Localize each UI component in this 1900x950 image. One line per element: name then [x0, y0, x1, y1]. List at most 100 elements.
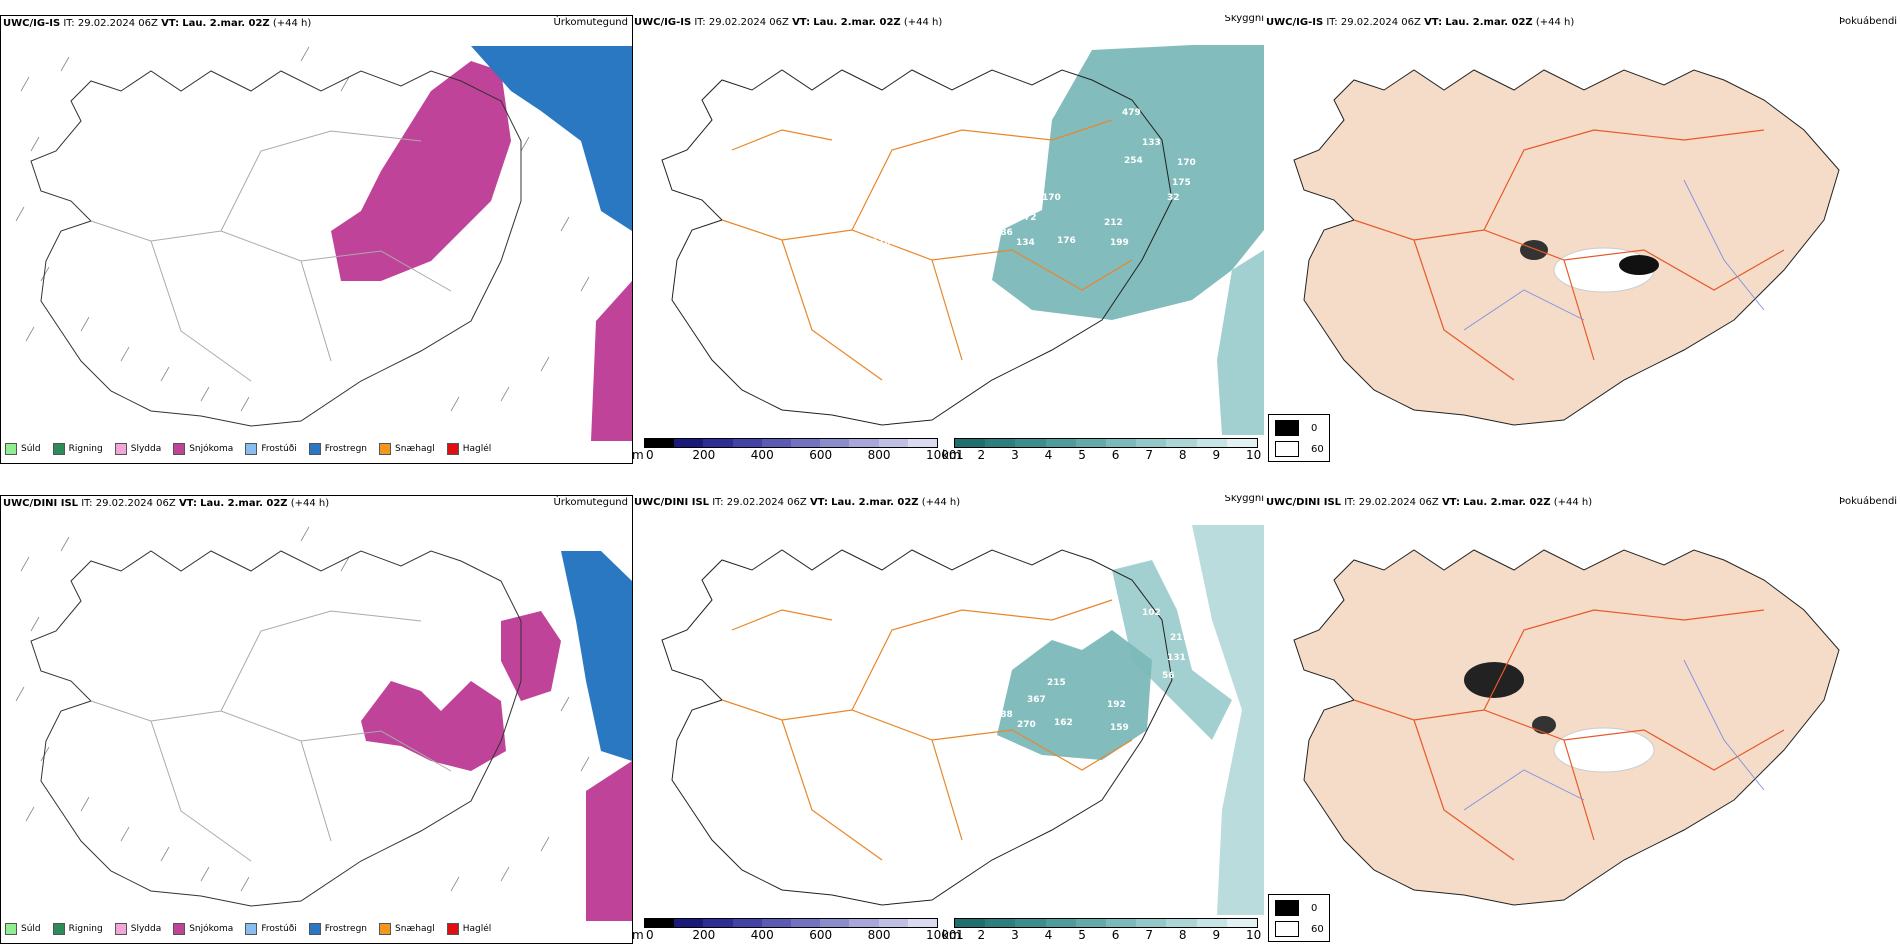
colorbar-cell	[1136, 919, 1167, 927]
colorbar-cell	[849, 439, 879, 447]
colorbar-cell	[1166, 439, 1197, 447]
colorbar-cell	[674, 919, 704, 927]
roads	[1353, 129, 1785, 381]
colorbar-cell	[820, 919, 850, 927]
colorbar-cell	[732, 919, 762, 927]
colorbar-cells	[954, 438, 1258, 448]
panel-title: Þokuábendi	[1839, 496, 1898, 507]
model-name: UWC/DINI ISL	[3, 498, 79, 509]
vis-label: 72	[1024, 213, 1037, 223]
vis-label: 215	[1047, 678, 1066, 688]
colorbar-tick-label: 3	[1011, 448, 1019, 462]
colorbar-cell	[1015, 919, 1046, 927]
colorbar-cell	[1045, 919, 1076, 927]
iceland-land	[1293, 69, 1840, 426]
colorbar-tick-label: 600	[809, 928, 833, 942]
vis-label: 178	[945, 703, 964, 713]
vis-label: 479	[1122, 108, 1141, 118]
freezing-rain-area	[561, 551, 632, 761]
model-name: UWC/IG-IS	[634, 17, 692, 28]
legend-item: Snæhagl	[379, 443, 435, 455]
visibility-colorbar: km 1 2 3 4 5 6 7 8 9 10	[942, 438, 1262, 462]
colorbar-tick-label: 8	[1178, 928, 1187, 942]
panel-header: UWC/DINI ISL IT: 29.02.2024 06Z VT: Lau.…	[634, 497, 961, 508]
colorbar-cell	[849, 919, 879, 927]
legend-item: Súld	[5, 443, 41, 455]
lead-time: (+44 h)	[272, 18, 312, 29]
colorbar-tick-label: 1	[956, 448, 964, 462]
vis-label: 32	[1167, 193, 1180, 203]
colorbar-cells	[644, 918, 938, 928]
colorbar-unit: km	[942, 928, 961, 942]
vis-label: 170	[1177, 158, 1196, 168]
freezing-rain-area	[471, 46, 632, 231]
panel-header: UWC/IG-IS IT: 29.02.2024 06Z VT: Lau. 2.…	[3, 18, 312, 29]
colorbar-unit: m	[632, 448, 644, 462]
colorbar-tick-label: 9	[1212, 928, 1221, 942]
low-visibility-streak	[1192, 525, 1264, 915]
roads	[721, 119, 1133, 381]
legend-item: Frostregn	[308, 923, 367, 935]
roads	[1353, 609, 1785, 861]
snow-area-north	[501, 611, 561, 701]
low-visibility-area	[992, 45, 1264, 320]
legend-item: Slydda	[114, 443, 161, 455]
vis-label: 270	[1017, 720, 1036, 730]
rivers	[1463, 659, 1765, 811]
vis-label: 166	[942, 223, 961, 233]
visibility-panel-row2: UWC/DINI ISL IT: 29.02.2024 06Z VT: Lau.…	[632, 495, 1264, 942]
iceland-visibility-map: 479 133 254 170 175 32 170 212 72 286 13…	[661, 45, 1264, 435]
precip-panel-row2: UWC/DINI ISL IT: 29.02.2024 06Z VT: Lau.…	[0, 495, 633, 944]
legend-item: Frostregn	[308, 443, 367, 455]
colorbar-tick-label: 800	[867, 928, 891, 942]
vis-label: 217	[1170, 633, 1189, 643]
colorbar-cell	[907, 919, 937, 927]
low-visibility-northeast	[1112, 560, 1232, 740]
precip-legend: Súld Rigning Slydda Snjókoma Frostúði Fr…	[5, 443, 491, 455]
visibility-colorbar: km 1 2 3 4 5 6 7 8 9 10	[942, 918, 1262, 942]
precip-panel-row1: UWC/IG-IS IT: 29.02.2024 06Z VT: Lau. 2.…	[0, 15, 633, 464]
colorbar-cell	[645, 439, 675, 447]
colorbar-tick-label: 0	[646, 448, 654, 462]
iceland-precip-map	[15, 526, 632, 921]
iceland-outline	[30, 70, 522, 427]
colorbar-tick-label: 2	[977, 448, 986, 462]
colorbar-cells	[954, 918, 1258, 928]
rivers	[1463, 179, 1765, 331]
legend-item: Snjókoma	[173, 443, 233, 455]
fog-panel-row2: UWC/DINI ISL IT: 29.02.2024 06Z VT: Lau.…	[1264, 495, 1900, 942]
colorbar-cell	[1196, 439, 1227, 447]
panel-title: Úrkomutegund	[553, 497, 628, 508]
fog-core	[1520, 240, 1548, 260]
colorbar-cell	[985, 919, 1016, 927]
legend-item: Slydda	[114, 923, 161, 935]
vis-label: 176	[1057, 236, 1076, 246]
vis-label: 110	[872, 238, 891, 248]
panel-title: Þokuábendi	[1839, 16, 1898, 27]
vis-label: 367	[1027, 695, 1046, 705]
iceland-visibility-map: 102 217 131 56 215 367 192 288 270 162 1…	[661, 525, 1264, 915]
colorbar-cell	[761, 439, 791, 447]
fog-panel-row1: UWC/IG-IS IT: 29.02.2024 06Z VT: Lau. 2.…	[1264, 15, 1900, 462]
model-name: UWC/DINI ISL	[634, 497, 710, 508]
legend-item: Haglél	[446, 923, 491, 935]
colorbar-tick-label: 1000	[926, 448, 957, 462]
low-visibility-streak	[1217, 250, 1264, 435]
snow-area	[331, 61, 511, 281]
colorbar-tick-label: 5	[1078, 928, 1086, 942]
colorbar-cell	[955, 439, 986, 447]
colorbar-tick-label: 6	[1111, 448, 1120, 462]
colorbar-cell	[1226, 919, 1257, 927]
iceland-precip-map	[15, 46, 632, 441]
vis-label: 159	[1110, 723, 1129, 733]
iceland-outline	[30, 550, 522, 907]
vis-label: 175	[1172, 178, 1191, 188]
panel-header: UWC/DINI ISL IT: 29.02.2024 06Z VT: Lau.…	[3, 498, 330, 509]
iceland-fog-map	[1293, 69, 1840, 426]
colorbar-cell	[1045, 439, 1076, 447]
colorbar-cell	[820, 439, 850, 447]
colorbar-cell	[1075, 439, 1106, 447]
vis-label: 162	[1054, 718, 1073, 728]
roads	[90, 610, 452, 862]
snow-area-east	[586, 761, 632, 921]
